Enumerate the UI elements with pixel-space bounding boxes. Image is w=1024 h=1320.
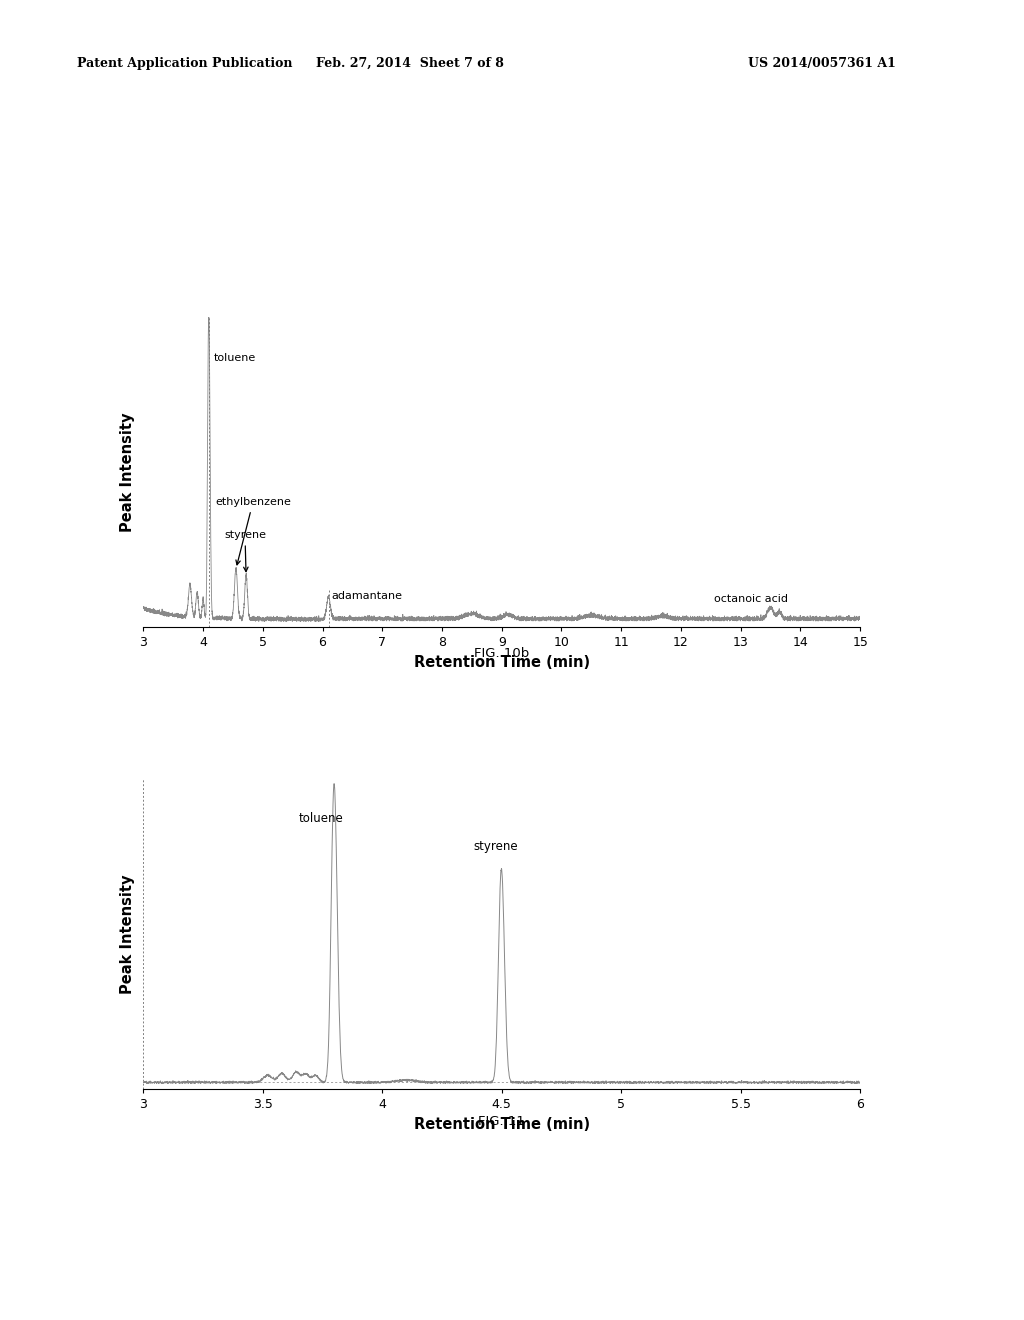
X-axis label: Retention Time (min): Retention Time (min) [414,655,590,669]
Text: US 2014/0057361 A1: US 2014/0057361 A1 [748,57,895,70]
Text: Patent Application Publication: Patent Application Publication [77,57,292,70]
Text: styrene: styrene [473,840,518,853]
Text: toluene: toluene [299,812,343,825]
Text: adamantane: adamantane [332,591,402,601]
X-axis label: Retention Time (min): Retention Time (min) [414,1117,590,1131]
Y-axis label: Peak Intensity: Peak Intensity [120,874,135,994]
Text: ethylbenzene: ethylbenzene [215,498,291,565]
Text: toluene: toluene [213,352,256,363]
Y-axis label: Peak Intensity: Peak Intensity [120,412,135,532]
Text: octanoic acid: octanoic acid [714,594,787,603]
Text: FIG. 10b: FIG. 10b [474,647,529,660]
Text: styrene: styrene [224,531,266,572]
Text: FIG. 11: FIG. 11 [478,1114,525,1127]
Text: Feb. 27, 2014  Sheet 7 of 8: Feb. 27, 2014 Sheet 7 of 8 [315,57,504,70]
